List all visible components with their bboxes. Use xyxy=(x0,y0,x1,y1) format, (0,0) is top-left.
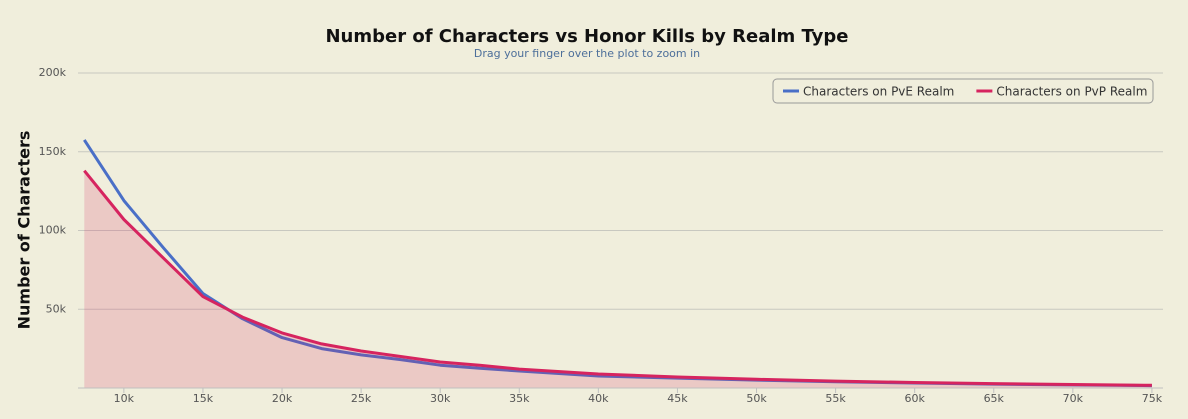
y-tick-label: 200k xyxy=(39,66,67,79)
x-tick-label: 35k xyxy=(509,392,530,405)
legend-item[interactable]: Characters on PvE Realm xyxy=(803,85,954,99)
x-tick-label: 60k xyxy=(904,392,925,405)
legend: Characters on PvE Realm Characters on PvP… xyxy=(772,78,1154,104)
plot-area xyxy=(83,139,1152,388)
x-tick-label: 75k xyxy=(1142,392,1163,405)
x-tick-label: 25k xyxy=(351,392,372,405)
x-tick-label: 55k xyxy=(825,392,846,405)
chart-title: Number of Characters vs Honor Kills by R… xyxy=(325,26,848,47)
x-tick-label: 30k xyxy=(430,392,451,405)
area xyxy=(84,170,1152,388)
x-tick-label: 10k xyxy=(114,392,135,405)
x-tick-label: 45k xyxy=(667,392,688,405)
x-tick-label: 40k xyxy=(588,392,609,405)
legend-box xyxy=(772,78,1154,104)
y-axis-title: Number of Characters xyxy=(15,131,34,330)
y-tick-label: 50k xyxy=(46,302,67,315)
y-tick-label: 100k xyxy=(39,224,67,237)
legend-item[interactable]: Characters on PvP Realm xyxy=(996,85,1147,99)
grid xyxy=(78,72,1163,310)
x-tick-label: 20k xyxy=(272,392,293,405)
x-tick-label: 65k xyxy=(984,392,1005,405)
x-tick-label: 50k xyxy=(746,392,767,405)
y-tick-label: 150k xyxy=(39,145,67,158)
series-line xyxy=(83,169,1152,387)
x-tick-label: 15k xyxy=(193,392,214,405)
chart-subtitle: Drag your finger over the plot to zoom i… xyxy=(474,47,700,60)
x-tick-label: 70k xyxy=(1063,392,1084,405)
